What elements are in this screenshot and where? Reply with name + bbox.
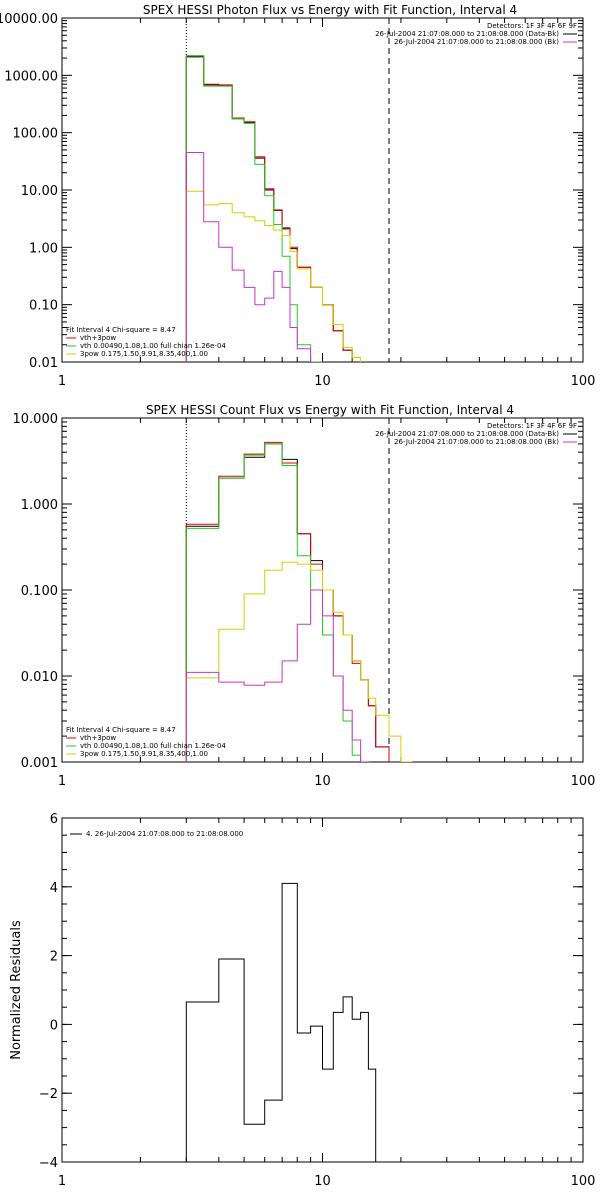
detectors-label: Detectors: 1F 3F 4F 6F 9F [487, 422, 577, 430]
header-legend-label: 26-Jul-2004 21:07:08.000 to 21:08:08.000… [394, 438, 559, 446]
x-tick-label: 1 [58, 1174, 66, 1189]
series-line-3 [185, 561, 413, 762]
y-tick-label: 100.00 [13, 127, 59, 142]
x-tick-label: 100 [571, 374, 596, 389]
header-legend-label: 26-Jul-2004 21:07:08.000 to 21:08:08.000… [375, 430, 559, 438]
series-line-0 [185, 56, 353, 362]
y-tick-label: 10.000 [13, 412, 59, 427]
residuals-ylabel: Normalized Residuals [9, 920, 24, 1060]
photon-flux-plot: 1 10 100 0.01 0.10 1.00 10.00 100.00 1000.00 1000… [0, 12, 595, 389]
series-line-0 [185, 443, 390, 762]
y-tick-label: 1.00 [29, 241, 58, 256]
y-tick-label: 10000.00 [0, 12, 58, 27]
y-tick-label: 2 [50, 950, 58, 965]
detectors-label: Detectors: 1F 3F 4F 6F 9F [487, 22, 577, 30]
x-tick-label: 10 [314, 374, 331, 389]
y-tick-label: 1000.00 [4, 69, 58, 84]
plot-frame [61, 817, 584, 1163]
y-tick-label: 1.000 [21, 498, 58, 513]
y-tick-label: −2 [39, 1087, 58, 1102]
series-line-1 [185, 441, 390, 762]
count-flux-title: SPEX HESSI Count Flux vs Energy with Fit… [146, 403, 514, 417]
fit-legend-label: vth+3pow [80, 734, 116, 742]
residuals-plot: 1 10 100 −4 −2 0 2 4 6 4. 26-Jul-2004 21:07:08.00… [39, 812, 596, 1189]
y-tick-label: 4 [50, 881, 58, 896]
series-line-1 [185, 55, 353, 362]
photon-flux-title: SPEX HESSI Photon Flux vs Energy with Fi… [143, 3, 517, 17]
y-tick-label: 0.100 [21, 584, 58, 599]
y-tick-label: 0.001 [21, 756, 58, 771]
x-tick-label: 100 [571, 774, 596, 789]
plot-data [185, 418, 413, 762]
y-tick-label: 0.10 [29, 299, 58, 314]
x-tick-label: 10 [314, 774, 331, 789]
count-flux-panel: SPEX HESSI Count Flux vs Energy with Fit… [13, 403, 596, 789]
x-tick-label: 10 [314, 1174, 331, 1189]
x-tick-label: 1 [58, 374, 66, 389]
y-tick-label: 10.00 [21, 184, 58, 199]
count-flux-plot: 1 10 100 0.001 0.010 0.100 1.000 10.000 Detector… [13, 412, 596, 789]
plot-data [185, 18, 390, 362]
y-tick-label: 6 [50, 812, 58, 827]
fit-legend-label: vth 0.00490,1.08,1.00 full chian 1.26e-0… [80, 742, 226, 750]
y-tick-label: −4 [39, 1156, 58, 1171]
x-tick-label: 100 [571, 1174, 596, 1189]
fit-legend-label: 3pow 0.175,1.50,9.91,8.35,400,1.00 [80, 350, 208, 358]
series-line-4 [185, 152, 312, 362]
plot-data [185, 882, 390, 1162]
fit-legend-label: 3pow 0.175,1.50,9.91,8.35,400,1.00 [80, 750, 208, 758]
series-line-2 [185, 55, 323, 362]
photon-flux-panel: SPEX HESSI Photon Flux vs Energy with Fi… [0, 3, 595, 389]
header-legend-label: 26-Jul-2004 21:07:08.000 to 21:08:08.000… [375, 30, 559, 38]
plot-frame [61, 17, 584, 363]
fit-legend-label: Fit Interval 4 Chi-square = 8.47 [66, 326, 176, 334]
fit-legend-label: Fit Interval 4 Chi-square = 8.47 [66, 726, 176, 734]
series-line-4 [185, 589, 369, 762]
series-line-0 [185, 882, 390, 1162]
series-line-3 [185, 190, 362, 362]
fit-legend-label: vth+3pow [80, 334, 116, 342]
y-tick-label: 0.01 [29, 356, 58, 371]
series-line-2 [185, 443, 369, 762]
header-legend-label: 26-Jul-2004 21:07:08.000 to 21:08:08.000… [394, 38, 559, 46]
legend-label: 4. 26-Jul-2004 21:07:08.000 to 21:08:08.… [86, 830, 243, 838]
fit-legend-label: vth 0.00490,1.08,1.00 full chian 1.26e-0… [80, 342, 226, 350]
x-tick-label: 1 [58, 774, 66, 789]
y-tick-label: 0.010 [21, 670, 58, 685]
residuals-panel: Normalized Residuals 1 10 100 −4 −2 0 2 4 6 4. 26… [9, 812, 595, 1189]
y-tick-label: 0 [50, 1018, 58, 1033]
